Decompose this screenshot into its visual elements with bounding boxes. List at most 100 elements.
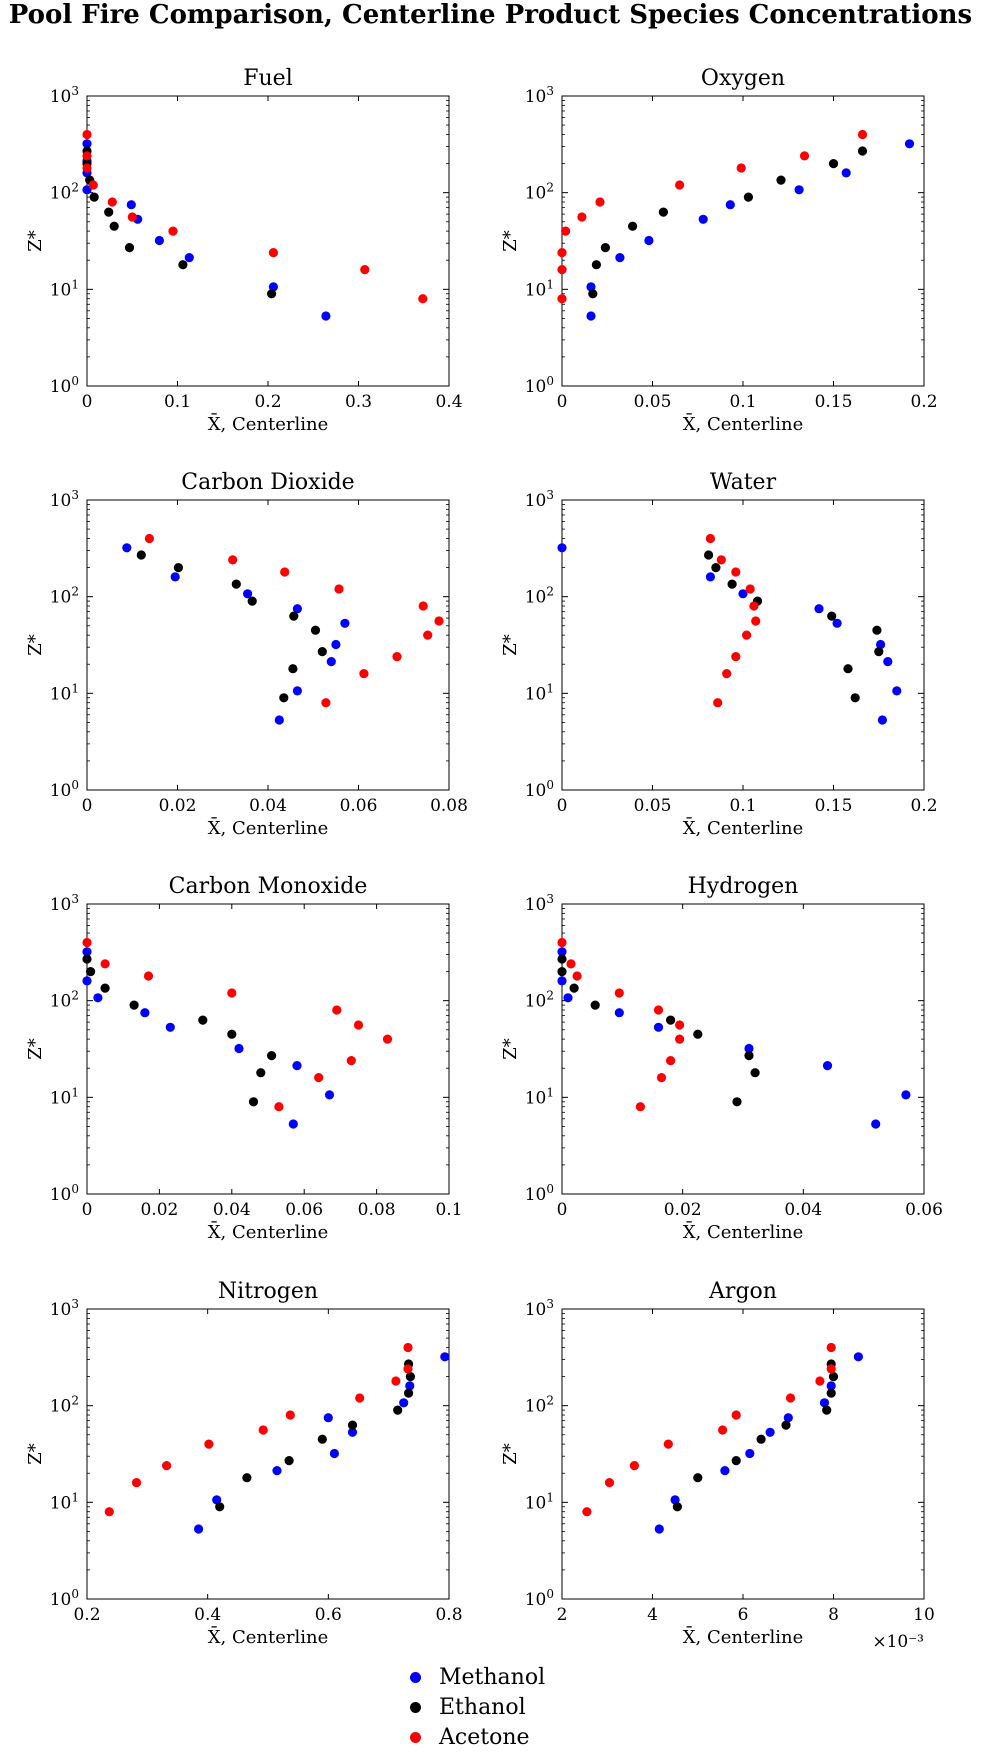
data-point-ethanol-carbon-monoxide — [129, 1000, 139, 1010]
y-tick-label-carbon-monoxide: 102 — [50, 989, 79, 1012]
panel-carbon-dioxide: Carbon Dioxide 0 0.02 0.04 0.06 0.08 100 101 102… — [25, 470, 468, 839]
data-point-acetone-carbon-dioxide — [321, 698, 331, 708]
y-tick-label-oxygen: 102 — [525, 181, 554, 204]
x-tick-label-water: 0.1 — [729, 796, 756, 816]
data-point-methanol-oxygen — [794, 185, 804, 195]
data-point-ethanol-oxygen — [588, 289, 598, 299]
data-point-methanol-fuel — [154, 235, 164, 246]
data-point-acetone-oxygen — [557, 248, 567, 258]
data-point-ethanol-nitrogen — [215, 1502, 225, 1512]
x-tick-label-water: 0 — [557, 796, 568, 816]
data-point-methanol-nitrogen — [329, 1448, 339, 1459]
data-point-acetone-oxygen — [557, 294, 567, 304]
data-point-acetone-oxygen — [595, 197, 605, 207]
x-tick-label-carbon-dioxide: 0.02 — [159, 796, 197, 816]
data-point-ethanol-water — [843, 664, 853, 674]
data-point-methanol-nitrogen — [212, 1495, 222, 1505]
data-point-acetone-oxygen — [857, 129, 868, 140]
x-tick-label-nitrogen: 0.8 — [435, 1605, 462, 1625]
data-point-ethanol-carbon-dioxide — [289, 611, 299, 621]
x-tick-label-oxygen: 0.15 — [815, 392, 853, 412]
data-point-acetone-water — [722, 669, 732, 679]
data-point-acetone-carbon-dioxide — [334, 584, 344, 594]
data-point-ethanol-argon — [693, 1473, 703, 1483]
panel-title-carbon-monoxide: Carbon Monoxide — [169, 874, 368, 899]
axes-box-oxygen — [561, 95, 925, 387]
y-axis-label-nitrogen: Z* — [25, 1443, 46, 1465]
data-point-acetone-nitrogen — [258, 1425, 268, 1435]
data-point-methanol-water — [892, 686, 902, 696]
x-tick-label-hydrogen: 0.02 — [664, 1200, 702, 1220]
data-point-methanol-water — [557, 543, 567, 553]
x-tick-label-carbon-monoxide: 0.04 — [213, 1200, 251, 1220]
y-tick-label-nitrogen: 101 — [50, 1490, 79, 1513]
data-point-acetone-carbon-dioxide — [423, 630, 433, 640]
data-point-methanol-oxygen — [644, 235, 654, 246]
legend-label-acetone: Acetone — [439, 1724, 530, 1750]
data-point-acetone-hydrogen — [566, 959, 576, 969]
data-point-acetone-carbon-monoxide — [227, 988, 237, 998]
y-tick-label-water: 102 — [525, 585, 554, 608]
data-point-methanol-nitrogen — [323, 1413, 333, 1423]
x-scale-label-argon: ×10⁻³ — [872, 1632, 924, 1652]
data-point-ethanol-carbon-monoxide — [248, 1097, 259, 1107]
data-point-ethanol-hydrogen — [557, 954, 567, 964]
data-point-ethanol-hydrogen — [557, 967, 567, 977]
data-point-methanol-hydrogen — [563, 993, 573, 1003]
legend: Methanol Ethanol Acetone — [410, 1662, 545, 1752]
data-point-acetone-carbon-dioxide — [359, 669, 369, 679]
data-point-acetone-hydrogen — [614, 988, 624, 998]
x-tick-label-carbon-dioxide: 0.04 — [249, 796, 287, 816]
data-point-ethanol-hydrogen — [744, 1051, 754, 1061]
legend-item-acetone: Acetone — [410, 1722, 545, 1752]
data-point-methanol-hydrogen — [744, 1043, 754, 1054]
data-point-acetone-fuel — [418, 294, 428, 304]
data-point-methanol-carbon-monoxide — [82, 976, 92, 986]
x-tick-label-argon: 6 — [738, 1605, 749, 1625]
y-axis-label-fuel: Z* — [25, 230, 46, 252]
data-point-ethanol-oxygen — [776, 175, 786, 185]
panel-fuel: Fuel 0 0.1 0.2 0.3 0.4 100 101 102 103 X̄, Centerl… — [25, 66, 463, 435]
x-tick-label-fuel: 0.1 — [164, 392, 191, 412]
x-tick-label-nitrogen: 0.6 — [315, 1605, 342, 1625]
y-tick-label-hydrogen: 100 — [525, 1182, 554, 1205]
data-point-acetone-carbon-dioxide — [228, 555, 238, 565]
data-point-methanol-hydrogen — [614, 1008, 624, 1018]
x-axis-label-hydrogen: X̄, Centerline — [683, 1220, 804, 1243]
data-point-acetone-carbon-monoxide — [143, 971, 154, 981]
data-point-ethanol-water — [850, 693, 860, 703]
data-point-methanol-nitrogen — [194, 1524, 204, 1534]
data-point-ethanol-fuel — [89, 192, 99, 202]
panel-title-oxygen: Oxygen — [701, 66, 785, 91]
data-point-ethanol-nitrogen — [242, 1473, 252, 1483]
data-point-acetone-argon — [604, 1478, 615, 1488]
data-point-ethanol-oxygen — [857, 146, 868, 156]
y-tick-label-fuel: 100 — [50, 374, 79, 397]
data-point-ethanol-oxygen — [743, 192, 754, 202]
data-point-acetone-carbon-monoxide — [382, 1034, 393, 1044]
data-point-ethanol-nitrogen — [347, 1420, 358, 1430]
data-point-methanol-carbon-dioxide — [243, 589, 253, 599]
legend-item-ethanol: Ethanol — [410, 1692, 545, 1722]
axes-box-nitrogen — [86, 1308, 450, 1600]
data-point-methanol-carbon-monoxide — [93, 993, 103, 1003]
legend-label-ethanol: Ethanol — [439, 1694, 526, 1720]
x-tick-label-fuel: 0.4 — [435, 392, 462, 412]
data-point-acetone-carbon-monoxide — [353, 1020, 364, 1030]
data-point-acetone-fuel — [127, 212, 137, 222]
axes-box-water — [561, 499, 925, 791]
y-tick-label-hydrogen: 103 — [525, 892, 554, 915]
data-point-acetone-carbon-monoxide — [314, 1073, 324, 1083]
figure-title: Pool Fire Comparison, Centerline Product… — [8, 0, 973, 30]
data-point-methanol-carbon-monoxide — [234, 1043, 244, 1054]
y-tick-label-carbon-dioxide: 103 — [50, 488, 79, 511]
y-tick-label-hydrogen: 102 — [525, 989, 554, 1012]
x-tick-label-water: 0.05 — [634, 796, 672, 816]
data-point-methanol-argon — [654, 1524, 664, 1534]
data-point-acetone-argon — [718, 1425, 728, 1435]
y-tick-label-fuel: 101 — [50, 277, 79, 300]
data-point-acetone-water — [742, 630, 752, 640]
data-point-ethanol-argon — [828, 1372, 839, 1382]
data-point-ethanol-argon — [826, 1388, 836, 1398]
panel-argon: Argon 2 4 6 8 10 100 101 102 103 X̄, Centerline Z* ×… — [500, 1279, 935, 1652]
